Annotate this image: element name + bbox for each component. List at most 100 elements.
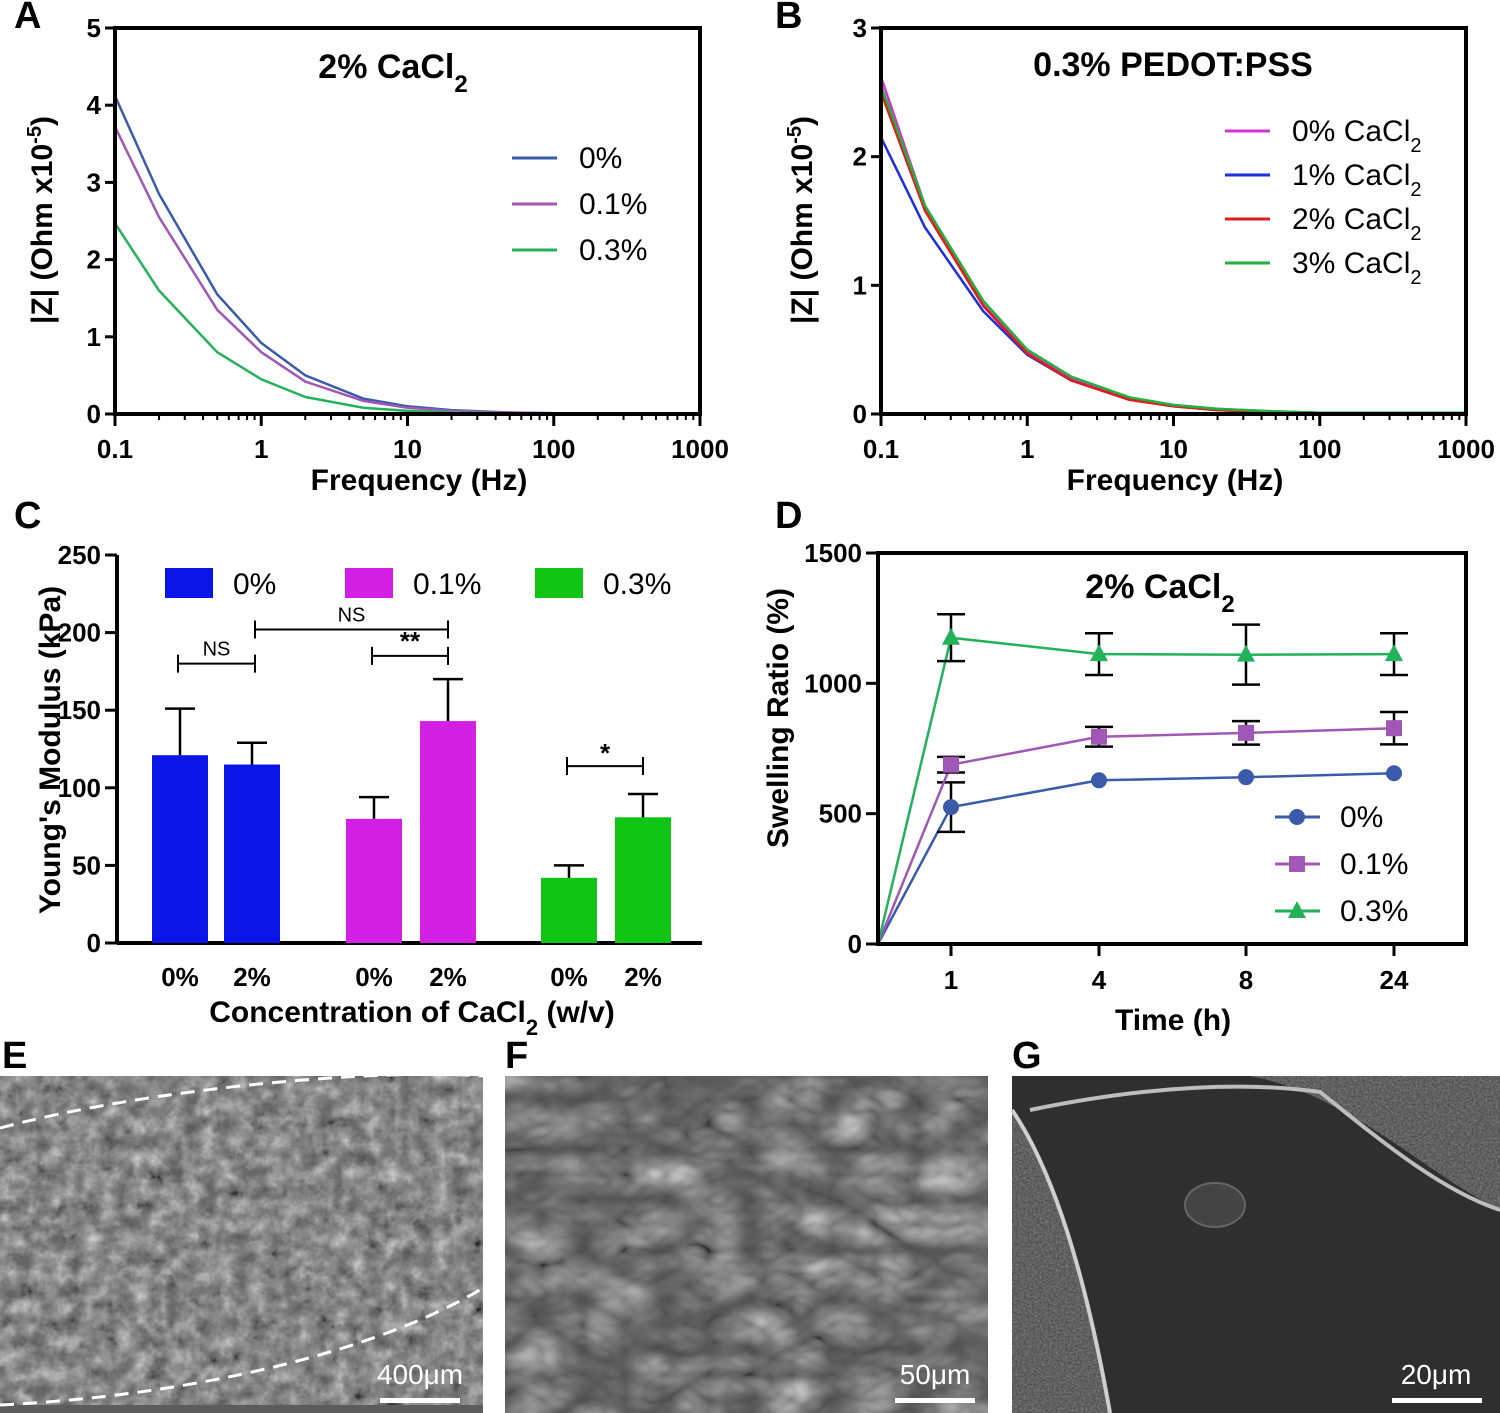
pd-point-0 [1091,772,1107,789]
sem-g-dark-surface [1012,1076,1500,1413]
sem-f-scale-bar [895,1398,975,1403]
pd-legend-marker-2 [1288,901,1306,918]
pc-y-tick-label: 0 [87,928,101,958]
pc-y-tick-label: 200 [58,618,101,648]
pb-y-tick-label: 2 [853,142,867,172]
pc-bar [615,817,671,943]
pa-y-tick-label: 1 [87,322,101,352]
pb-x-tick-label: 10 [1159,434,1188,464]
pb-y-tick-label: 3 [853,13,867,43]
pa-y-tick-label: 3 [87,167,101,197]
pa-legend-label-text: 0.3% [579,234,647,267]
pd-point-1 [1238,724,1254,741]
pc-legend-swatch-1 [345,568,393,598]
pd-plot-frame [876,551,1468,946]
pd-legend-label-1: 0.1% [1340,848,1408,881]
pc-sig-label: ** [400,626,421,656]
pc-x-tick-label: 2% [429,962,467,992]
pd-y-tick-label: 1500 [804,538,862,568]
panel-label-f: F [505,1035,528,1077]
pd-point-1 [1386,720,1402,737]
sem-image-g: G 20μm [1010,1035,1500,1413]
pc-x-tick-label: 2% [624,962,662,992]
sem-g-edge-top [1029,1084,1500,1212]
pc-sig-label: NS [338,604,366,626]
pc-bar [541,877,597,943]
pb-x-tick-label: 100 [1298,434,1341,464]
panel-label-c: C [14,495,41,537]
pb-legend-label-text: 3% CaCl [1292,247,1410,280]
pc-x-tick-label: 0% [355,962,393,992]
panel-a-x-axis-title: Frequency (Hz) [311,464,528,497]
panel-label-g: G [1012,1035,1042,1077]
panel-b-title: 0.3% PEDOT:PSS [1033,46,1313,84]
pb-legend-label-0: 0% CaCl2 [1292,115,1422,157]
pc-y-tick-label: 250 [58,540,101,570]
pc-y-tick-label: 100 [58,773,101,803]
sem-g-pore [1184,1182,1246,1228]
panel-label-d: D [775,495,802,537]
pc-legend-swatch-2 [535,568,583,598]
pb-legend-label-3: 3% CaCl2 [1292,247,1422,289]
pc-x-tick-label: 0% [161,962,199,992]
pa-legend-label-0: 0% [579,142,622,175]
pb-legend-label-sub: 2 [1410,223,1421,245]
sem-g-scale-bar [1392,1398,1482,1403]
pd-y-tick-label: 0 [848,929,862,959]
sem-e-scale-bar [380,1398,460,1403]
pa-y-tick-label: 4 [87,90,102,120]
pc-x-tick-label: 2% [233,962,271,992]
pb-legend-label-2: 2% CaCl2 [1292,203,1422,245]
pb-x-tick-label: 1000 [1437,434,1495,464]
panel-b-chart: 0.3% PEDOT:PSS Frequency (Hz) |Z| (Ohm x… [784,13,1495,497]
pc-sig-label: NS [203,639,231,661]
panel-b-y-axis-title: |Z| (Ohm x10-5) [784,116,819,324]
panel-d-y-axis-title: Swelling Ratio (%) [762,588,795,848]
pc-y-tick-label: 50 [72,850,101,880]
panel-a-title: 2% CaCl2 [318,48,467,98]
pa-legend-label-2: 0.3% [579,234,647,267]
pb-legend-label-sub: 2 [1410,267,1421,289]
pd-point-2 [1090,644,1108,662]
pd-x-tick-label: 1 [944,965,958,995]
pc-bar [420,721,476,943]
pb-y-tick-label: 0 [853,399,867,429]
pc-bar [224,764,280,943]
pd-point-0 [1238,769,1254,786]
panel-d-chart: 2% CaCl2 Time (h) Swelling Ratio (%) 0 50… [762,538,1468,1037]
pd-point-1 [943,756,959,773]
pa-x-tick-label: 1 [254,434,268,464]
pa-x-tick-label: 10 [393,434,422,464]
panel-label-a: A [14,0,41,37]
sem-e-outline-top [0,1072,484,1130]
pc-x-tick-label: 0% [550,962,588,992]
pd-legend-label-2: 0.3% [1340,895,1408,928]
pb-y-tick-label: 1 [853,270,867,300]
pb-legend-label-text: 0% CaCl [1292,115,1410,148]
pc-legend-swatch-0 [165,568,213,598]
sem-f-texture [505,1076,988,1413]
pd-point-0 [943,799,959,816]
sem-image-f: F 50μm [505,1035,988,1413]
pd-point-0 [1386,765,1402,782]
panel-label-e: E [2,1035,27,1077]
pc-legend-label-1: 0.1% [413,568,481,601]
pa-x-tick-label: 100 [532,434,575,464]
panel-c-x-axis-title: Concentration of CaCl2 (w/v) [209,996,615,1040]
pb-legend-label-text: 2% CaCl [1292,203,1410,236]
panel-d-x-axis-title: Time (h) [1115,1004,1231,1037]
panel-c-chart: Concentration of CaCl2 (w/v) Young's Mod… [34,540,702,1040]
panel-b-x-axis-title: Frequency (Hz) [1067,464,1284,497]
pc-sig-label: * [600,738,611,768]
pc-legend-label-2: 0.3% [603,568,671,601]
panel-c-y-axis-title: Young's Modulus (kPa) [34,586,67,914]
pd-point-2 [942,627,960,645]
pa-y-tick-label: 5 [87,13,101,43]
pb-legend-label-1: 1% CaCl2 [1292,159,1422,201]
pd-x-tick-label: 8 [1239,965,1253,995]
pa-y-tick-label: 0 [87,399,101,429]
sem-e-outline-bottom [0,1286,484,1407]
pc-legend-label-0: 0% [233,568,276,601]
pb-x-tick-label: 0.1 [863,434,899,464]
pa-legend-label-1: 0.1% [579,188,647,221]
